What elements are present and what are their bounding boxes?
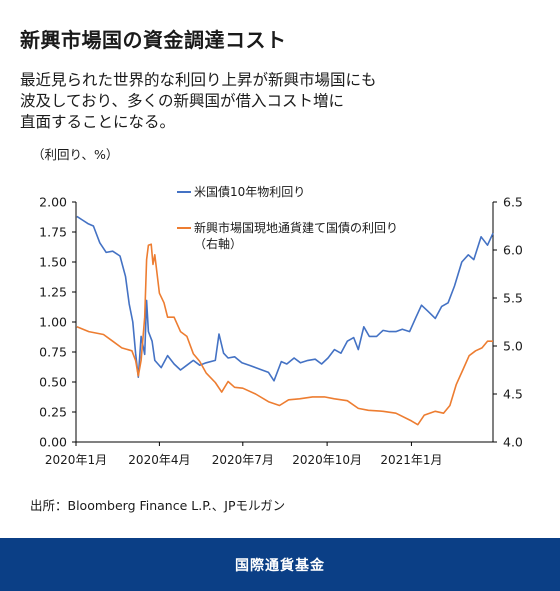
y-right-tick-label: 5.0 bbox=[503, 339, 523, 354]
x-tick-label: 2020年1月 bbox=[45, 453, 107, 467]
y-left-tick-label: 1.75 bbox=[39, 225, 67, 240]
y-left-tick-label: 0.25 bbox=[39, 405, 67, 420]
y-left-tick-label: 0.75 bbox=[39, 345, 67, 360]
x-tick-label: 2020年10月 bbox=[292, 453, 362, 467]
y-left-tick-label: 2.00 bbox=[39, 195, 67, 210]
y-right-tick-label: 5.5 bbox=[503, 291, 523, 306]
x-tick-label: 2020年4月 bbox=[128, 453, 190, 467]
y-right-ticks: 4.0 4.5 5.0 5.5 6.0 6.5 bbox=[493, 195, 523, 450]
footer-bar: 国際通貨基金 bbox=[0, 538, 560, 591]
footer-org-name: 国際通貨基金 bbox=[235, 557, 325, 574]
y-left-tick-label: 1.50 bbox=[39, 255, 67, 270]
x-tick-label: 2020年7月 bbox=[212, 453, 274, 467]
series-line-us-treasury bbox=[76, 215, 494, 382]
legend-label-em-note: （右軸） bbox=[194, 236, 242, 251]
x-ticks: 2020年1月 2020年4月 2020年7月 2020年10月 2021年1月 bbox=[45, 442, 443, 467]
y-left-tick-label: 1.00 bbox=[39, 315, 67, 330]
axes bbox=[75, 202, 494, 443]
legend-label-us: 米国債10年物利回り bbox=[194, 184, 305, 199]
page-subtitle: 最近見られた世界的な利回り上昇が新興市場国にも 波及しており、多くの新興国が借入… bbox=[20, 71, 377, 131]
source-note: 出所：Bloomberg Finance L.P.、JPモルガン bbox=[30, 498, 286, 513]
y-right-tick-label: 4.5 bbox=[503, 387, 523, 402]
y-axis-unit-label: （利回り、%） bbox=[32, 147, 119, 162]
series-lines bbox=[76, 215, 494, 426]
y-left-tick-label: 0.50 bbox=[39, 375, 67, 390]
series-line-em-local-bond bbox=[76, 243, 493, 426]
page-title: 新興市場国の資金調達コスト bbox=[20, 28, 287, 52]
x-tick-label: 2021年1月 bbox=[380, 453, 442, 467]
y-right-tick-label: 6.0 bbox=[503, 243, 523, 258]
y-right-tick-label: 4.0 bbox=[503, 435, 523, 450]
y-left-ticks: 0.00 0.25 0.50 0.75 1.00 1.25 1.50 1.75 2.00 bbox=[39, 195, 76, 450]
y-left-tick-label: 0.00 bbox=[39, 435, 67, 450]
legend-label-em: 新興市場国現地通貨建て国債の利回り bbox=[194, 220, 398, 235]
yield-line-chart: 0.00 0.25 0.50 0.75 1.00 1.25 1.50 1.75 2.00 4.0… bbox=[39, 184, 523, 467]
y-left-tick-label: 1.25 bbox=[39, 285, 67, 300]
y-right-tick-label: 6.5 bbox=[503, 195, 523, 210]
